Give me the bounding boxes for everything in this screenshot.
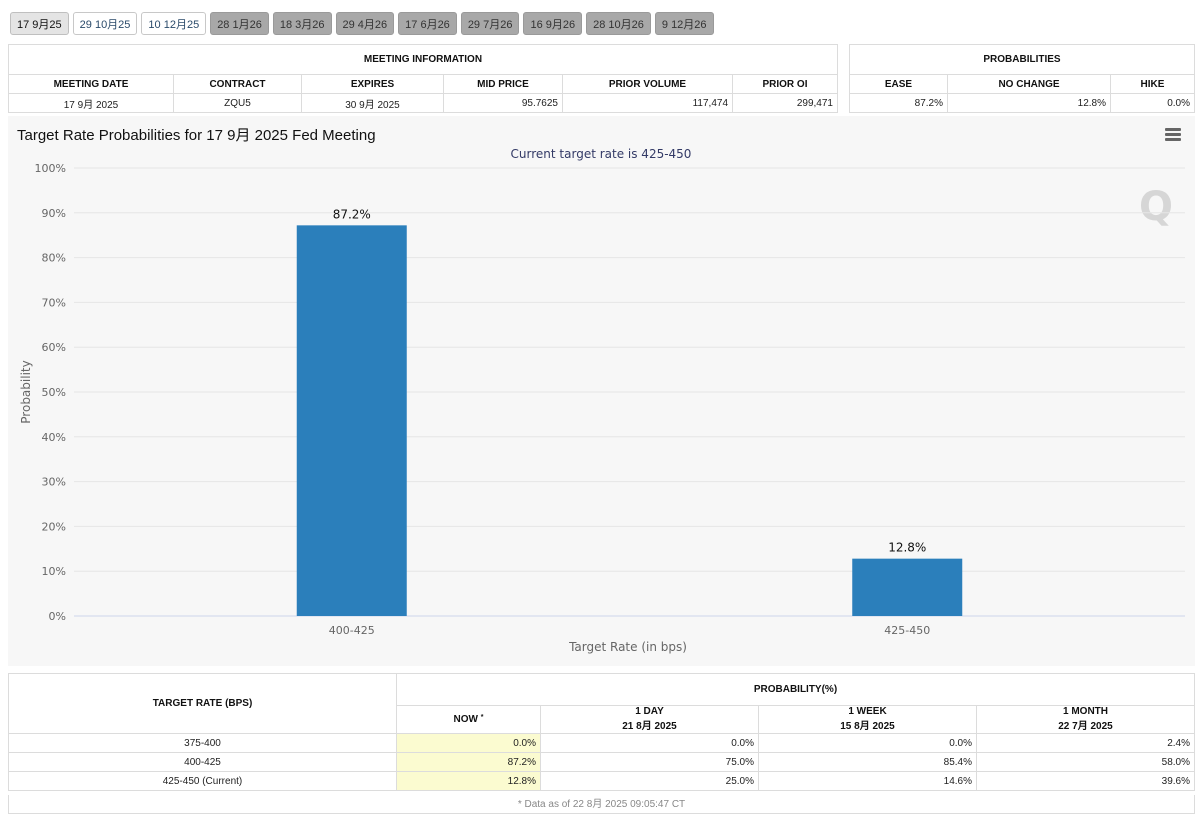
probabilities-table: PROBABILITIES EASE NO CHANGE HIKE 87.2% … [849, 44, 1195, 113]
probability-cell: 12.8% [396, 771, 541, 791]
y-tick-label: 30% [42, 476, 66, 489]
expires-value: 30 9月 2025 [301, 93, 444, 113]
probability-cell: 87.2% [396, 752, 541, 772]
data-timestamp-note: * Data as of 22 8月 2025 09:05:47 CT [8, 795, 1195, 814]
probability-cell: 0.0% [540, 733, 759, 753]
probability-cell: 0.0% [396, 733, 541, 753]
prior-oi-value: 299,471 [732, 93, 838, 113]
col-probability: PROBABILITY(%) [396, 673, 1195, 706]
y-axis-label: Probability [19, 360, 33, 423]
target-rate-table: TARGET RATE (BPS) PROBABILITY(%) NOW * 1… [8, 673, 1195, 791]
col-prior-volume: PRIOR VOLUME [562, 74, 733, 94]
col-contract: CONTRACT [173, 74, 302, 94]
data-label: 12.8% [888, 541, 926, 555]
bar-chart: Current target rate is 425-450 Probabili… [19, 147, 1185, 654]
col-prior-oi: PRIOR OI [732, 74, 838, 94]
probability-cell: 85.4% [758, 752, 977, 772]
data-label: 87.2% [333, 207, 371, 221]
contract-value: ZQU5 [173, 93, 302, 113]
col-1-month: 1 MONTH 22 7月 2025 [976, 704, 1195, 735]
target-rate-cell: 425-450 (Current) [8, 771, 397, 791]
table-row: 425-450 (Current) 12.8% 25.0% 14.6% 39.6% [8, 771, 1195, 791]
col-mid-price: MID PRICE [443, 74, 563, 94]
meeting-tab[interactable]: 29 7月26 [460, 12, 520, 35]
y-tick-label: 20% [42, 520, 66, 533]
col-no-change: NO CHANGE [947, 74, 1111, 94]
no-change-value: 12.8% [947, 93, 1111, 113]
meeting-tab[interactable]: 16 9月26 [523, 12, 583, 35]
y-tick-label: 10% [42, 565, 66, 578]
col-now: NOW * [396, 704, 541, 735]
y-tick-label: 90% [42, 207, 66, 220]
prior-volume-value: 117,474 [562, 93, 733, 113]
col-1-day: 1 DAY 21 8月 2025 [540, 704, 759, 735]
meeting-info-title: MEETING INFORMATION [8, 44, 838, 75]
hike-value: 0.0% [1110, 93, 1195, 113]
meeting-tab[interactable]: 28 1月26 [210, 12, 269, 35]
meeting-tab[interactable]: 17 6月26 [398, 12, 457, 35]
col-ease: EASE [849, 74, 948, 94]
meeting-tab[interactable]: 29 4月26 [335, 12, 395, 35]
table-row: 375-400 0.0% 0.0% 0.0% 2.4% [8, 733, 1195, 753]
probability-cell: 25.0% [540, 771, 759, 791]
x-tick-label: 400-425 [329, 624, 375, 637]
meeting-tab[interactable]: 10 12月25 [141, 12, 207, 35]
meeting-tab[interactable]: 28 10月26 [586, 12, 651, 35]
probability-cell: 2.4% [976, 733, 1195, 753]
col-expires: EXPIRES [301, 74, 444, 94]
meeting-tab[interactable]: 9 12月26 [654, 12, 714, 35]
chart-subtitle: Current target rate is 425-450 [511, 147, 692, 161]
probability-cell: 75.0% [540, 752, 759, 772]
hamburger-menu-icon[interactable] [1165, 128, 1181, 142]
watermark-logo-icon: Q [1138, 184, 1173, 230]
col-meeting-date: MEETING DATE [8, 74, 174, 94]
y-tick-label: 50% [42, 386, 66, 399]
meeting-tab[interactable]: 17 9月25 [10, 12, 69, 35]
y-tick-label: 80% [42, 252, 66, 265]
probability-cell: 0.0% [758, 733, 977, 753]
col-target-rate: TARGET RATE (BPS) [8, 673, 397, 734]
meeting-tabs: 17 9月25 29 10月25 10 12月25 28 1月26 18 3月26 29 … [10, 12, 714, 35]
chart-title: Target Rate Probabilities for 17 9月 2025… [17, 127, 376, 144]
meeting-tab[interactable]: 18 3月26 [272, 12, 332, 35]
table-row: 400-425 87.2% 75.0% 85.4% 58.0% [8, 752, 1195, 772]
target-rate-cell: 375-400 [8, 733, 397, 753]
y-tick-label: 70% [42, 296, 66, 309]
meeting-tab[interactable]: 29 10月25 [72, 12, 138, 35]
mid-price-value: 95.7625 [443, 93, 563, 113]
meeting-date-value: 17 9月 2025 [8, 93, 174, 113]
col-1-week: 1 WEEK 15 8月 2025 [758, 704, 977, 735]
x-tick-label: 425-450 [884, 624, 930, 637]
ease-value: 87.2% [849, 93, 948, 113]
probability-cell: 14.6% [758, 771, 977, 791]
col-hike: HIKE [1110, 74, 1195, 94]
bar[interactable] [852, 558, 963, 616]
y-tick-label: 60% [42, 341, 66, 354]
y-tick-label: 100% [35, 162, 66, 175]
meeting-info-table: MEETING INFORMATION MEETING DATE CONTRAC… [8, 44, 838, 113]
y-tick-label: 40% [42, 431, 66, 444]
x-axis-label: Target Rate (in bps) [568, 640, 687, 654]
probability-cell: 58.0% [976, 752, 1195, 772]
probabilities-title: PROBABILITIES [849, 44, 1195, 75]
target-rate-cell: 400-425 [8, 752, 397, 772]
probability-cell: 39.6% [976, 771, 1195, 791]
chart-panel: Target Rate Probabilities for 17 9月 2025… [8, 116, 1195, 666]
bar[interactable] [296, 225, 407, 616]
y-tick-label: 0% [49, 610, 66, 623]
